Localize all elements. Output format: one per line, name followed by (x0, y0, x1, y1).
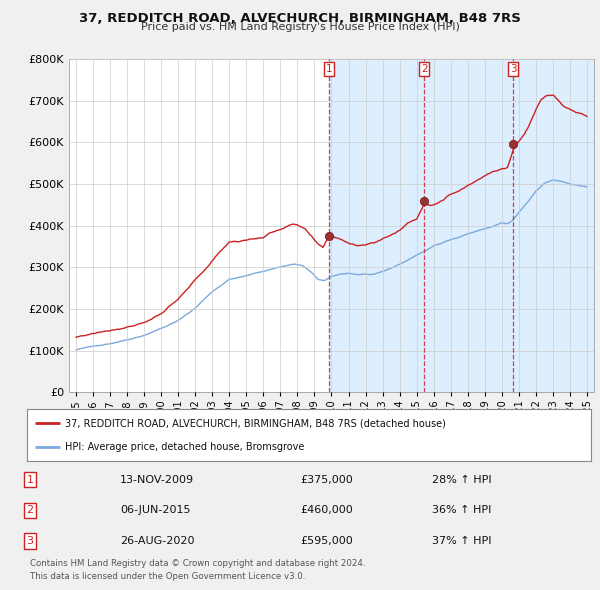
Text: 2: 2 (421, 64, 427, 74)
Text: £375,000: £375,000 (300, 475, 353, 484)
Text: £460,000: £460,000 (300, 506, 353, 515)
Text: £595,000: £595,000 (300, 536, 353, 546)
Text: 28% ↑ HPI: 28% ↑ HPI (432, 475, 491, 484)
Text: 2: 2 (26, 506, 34, 515)
Text: This data is licensed under the Open Government Licence v3.0.: This data is licensed under the Open Gov… (30, 572, 305, 581)
Text: 37, REDDITCH ROAD, ALVECHURCH, BIRMINGHAM, B48 7RS: 37, REDDITCH ROAD, ALVECHURCH, BIRMINGHA… (79, 12, 521, 25)
Text: 3: 3 (510, 64, 517, 74)
Text: 1: 1 (326, 64, 332, 74)
Text: 06-JUN-2015: 06-JUN-2015 (120, 506, 191, 515)
Text: 13-NOV-2009: 13-NOV-2009 (120, 475, 194, 484)
Text: Price paid vs. HM Land Registry's House Price Index (HPI): Price paid vs. HM Land Registry's House … (140, 22, 460, 32)
Text: Contains HM Land Registry data © Crown copyright and database right 2024.: Contains HM Land Registry data © Crown c… (30, 559, 365, 568)
Text: 26-AUG-2020: 26-AUG-2020 (120, 536, 194, 546)
Text: 36% ↑ HPI: 36% ↑ HPI (432, 506, 491, 515)
Text: HPI: Average price, detached house, Bromsgrove: HPI: Average price, detached house, Brom… (65, 442, 305, 453)
Text: 37, REDDITCH ROAD, ALVECHURCH, BIRMINGHAM, B48 7RS (detached house): 37, REDDITCH ROAD, ALVECHURCH, BIRMINGHA… (65, 418, 446, 428)
Text: 37% ↑ HPI: 37% ↑ HPI (432, 536, 491, 546)
Bar (329, 59, 594, 392)
Text: 1: 1 (26, 475, 34, 484)
Text: 3: 3 (26, 536, 34, 546)
